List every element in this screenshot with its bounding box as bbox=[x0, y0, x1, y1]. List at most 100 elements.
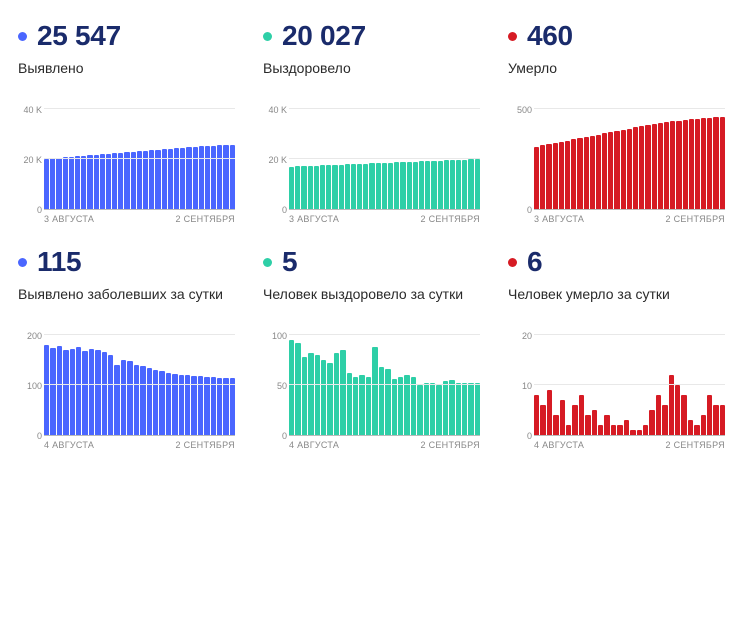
y-tick-label: 20 bbox=[502, 331, 532, 341]
bar bbox=[456, 160, 461, 209]
bar bbox=[81, 156, 86, 209]
bar bbox=[645, 125, 650, 209]
bar bbox=[334, 353, 339, 435]
chart-deaths-total: 0500 bbox=[508, 110, 725, 210]
bar bbox=[50, 158, 55, 209]
stat-label: Выявлено bbox=[18, 60, 235, 96]
bar bbox=[676, 121, 681, 209]
bar bbox=[450, 160, 455, 209]
stat-card-deaths-daily: 6Человек умерло за сутки010204 АВГУСТА2 … bbox=[508, 246, 725, 450]
bar bbox=[106, 154, 111, 209]
stat-card-detected-total: 25 547Выявлено020 K40 K3 АВГУСТА2 СЕНТЯБ… bbox=[18, 20, 235, 224]
status-dot-icon bbox=[263, 32, 272, 41]
bar bbox=[633, 127, 638, 209]
bar bbox=[199, 146, 204, 209]
bar bbox=[315, 355, 320, 435]
stat-label: Умерло bbox=[508, 60, 725, 96]
bar bbox=[547, 390, 552, 435]
chart-area bbox=[534, 110, 725, 210]
bar bbox=[707, 118, 712, 209]
card-header: 5 bbox=[263, 246, 480, 278]
y-tick-label: 0 bbox=[257, 205, 287, 215]
y-tick-label: 500 bbox=[502, 105, 532, 115]
bar bbox=[44, 345, 49, 435]
stat-label: Выявлено заболевших за сутки bbox=[18, 286, 235, 322]
bar bbox=[186, 147, 191, 209]
bar bbox=[50, 348, 55, 436]
x-start-label: 4 АВГУСТА bbox=[44, 440, 94, 450]
card-header: 460 bbox=[508, 20, 725, 52]
bar bbox=[363, 164, 368, 210]
status-dot-icon bbox=[263, 258, 272, 267]
bar bbox=[385, 369, 390, 435]
bar bbox=[681, 395, 686, 435]
chart-area bbox=[534, 336, 725, 436]
chart-area bbox=[289, 110, 480, 210]
y-tick-label: 100 bbox=[12, 381, 42, 391]
bar bbox=[413, 162, 418, 210]
stat-label: Человек выздоровело за сутки bbox=[263, 286, 480, 322]
stat-card-detected-daily: 115 Выявлено заболевших за сутки 0100200 4 … bbox=[18, 246, 235, 450]
x-end-label: 2 СЕНТЯБРЯ bbox=[420, 440, 480, 450]
stat-value: 115 bbox=[37, 246, 81, 278]
bar bbox=[308, 166, 313, 209]
bar bbox=[379, 367, 384, 435]
bar bbox=[369, 163, 374, 209]
stat-value: 460 bbox=[527, 20, 573, 52]
bar bbox=[321, 360, 326, 435]
bar bbox=[320, 165, 325, 209]
bar bbox=[468, 383, 473, 435]
stat-value: 20 027 bbox=[282, 20, 366, 52]
bar bbox=[652, 124, 657, 209]
bar bbox=[713, 117, 718, 209]
bar bbox=[108, 355, 113, 435]
x-end-label: 2 СЕНТЯБРЯ bbox=[665, 440, 725, 450]
y-tick-label: 20 K bbox=[12, 155, 42, 165]
bar bbox=[217, 145, 222, 209]
x-end-label: 2 СЕНТЯБРЯ bbox=[665, 214, 725, 224]
bar bbox=[124, 152, 129, 209]
y-tick-label: 10 bbox=[502, 381, 532, 391]
x-axis: 3 АВГУСТА2 СЕНТЯБРЯ bbox=[534, 214, 725, 224]
status-dot-icon bbox=[18, 258, 27, 267]
bar bbox=[82, 351, 87, 435]
x-axis: 3 АВГУСТА2 СЕНТЯБРЯ bbox=[44, 214, 235, 224]
bar bbox=[327, 363, 332, 435]
bar bbox=[560, 400, 565, 435]
bar bbox=[694, 425, 699, 435]
chart-detected-daily: 0100200 bbox=[18, 336, 235, 436]
bar bbox=[230, 145, 235, 209]
x-start-label: 4 АВГУСТА bbox=[289, 440, 339, 450]
x-start-label: 3 АВГУСТА bbox=[44, 214, 94, 224]
bar bbox=[683, 120, 688, 209]
card-header: 25 547 bbox=[18, 20, 235, 52]
bar bbox=[425, 161, 430, 209]
bar bbox=[579, 395, 584, 435]
bar bbox=[69, 157, 74, 209]
bar bbox=[656, 395, 661, 435]
bar bbox=[131, 152, 136, 209]
stats-grid: 25 547Выявлено020 K40 K3 АВГУСТА2 СЕНТЯБ… bbox=[18, 20, 725, 450]
bar bbox=[590, 136, 595, 209]
bar bbox=[347, 373, 352, 435]
bar bbox=[592, 410, 597, 435]
bar bbox=[382, 163, 387, 209]
gridline bbox=[44, 108, 235, 109]
bar bbox=[76, 347, 81, 435]
bar bbox=[701, 118, 706, 209]
card-header: 6 bbox=[508, 246, 725, 278]
bar bbox=[662, 405, 667, 435]
bar bbox=[670, 121, 675, 209]
stat-card-recovered-daily: 5Человек выздоровело за сутки0501004 АВГ… bbox=[263, 246, 480, 450]
bar bbox=[295, 343, 300, 435]
bar bbox=[534, 395, 539, 435]
bar bbox=[166, 373, 171, 436]
stat-value: 6 bbox=[527, 246, 542, 278]
card-header: 115 bbox=[18, 246, 235, 278]
bar bbox=[475, 159, 480, 209]
x-axis: 4 АВГУСТА2 СЕНТЯБРЯ bbox=[534, 440, 725, 450]
x-axis: 4 АВГУСТА2 СЕНТЯБРЯ bbox=[44, 440, 235, 450]
stat-label: Человек умерло за сутки bbox=[508, 286, 725, 322]
bar bbox=[326, 165, 331, 209]
bar bbox=[720, 405, 725, 435]
